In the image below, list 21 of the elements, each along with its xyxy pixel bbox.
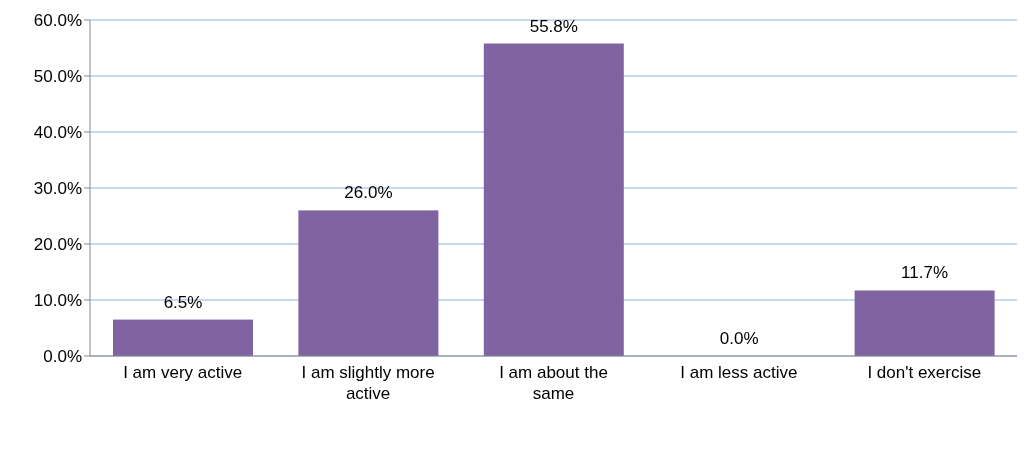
data-label: 6.5% — [163, 292, 203, 312]
x-tick-label: I am less active — [680, 363, 798, 382]
data-label: 11.7% — [901, 263, 949, 283]
bar — [854, 290, 995, 356]
y-tick-label: 30.0% — [33, 179, 82, 199]
data-label: 26.0% — [344, 183, 393, 203]
bar — [483, 43, 624, 356]
x-tick-label: I am about the same — [499, 363, 608, 403]
bar — [298, 210, 439, 356]
y-tick-label: 20.0% — [33, 235, 82, 255]
bar — [113, 319, 253, 356]
y-tick-label: 10.0% — [33, 291, 82, 311]
y-tick-label: 0.0% — [43, 347, 82, 367]
x-tick-label: I don't exercise — [867, 363, 982, 382]
data-label: 0.0% — [719, 329, 759, 348]
y-tick-label: 50.0% — [33, 67, 82, 87]
x-tick-label: I am slightly more active — [301, 363, 435, 403]
y-tick-label: 40.0% — [33, 123, 82, 143]
y-tick-label: 60.0% — [33, 11, 82, 31]
x-tick-label: I am very active — [123, 363, 243, 382]
data-label: 55.8% — [529, 16, 578, 36]
